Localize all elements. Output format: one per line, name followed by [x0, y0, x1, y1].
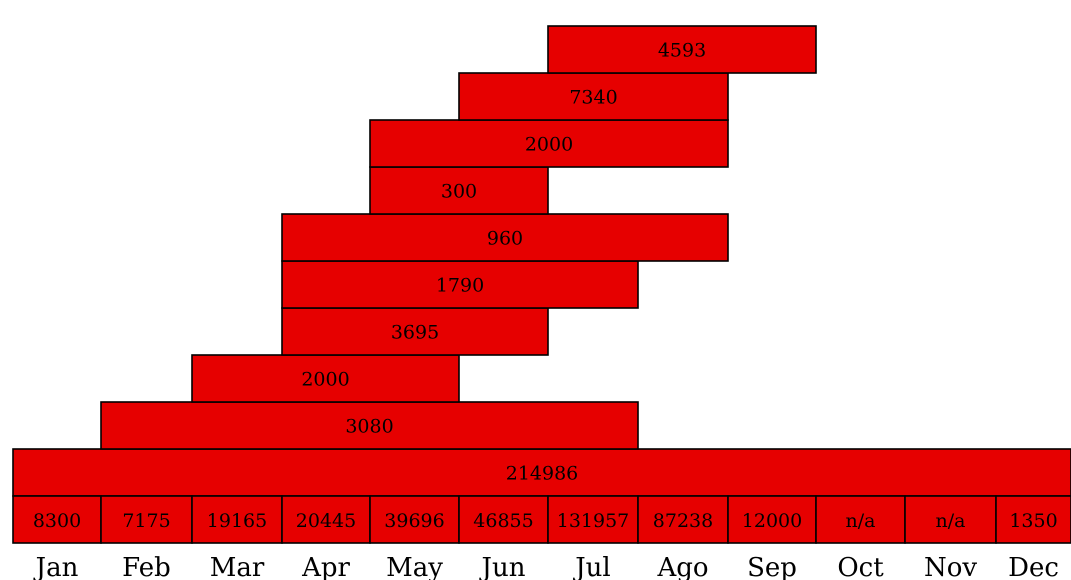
month-value-rect: [191, 495, 283, 544]
month-axis-label: Jul: [572, 553, 610, 580]
range-bar-label: 214986: [506, 463, 579, 485]
month-value-label: 1350: [1009, 510, 1057, 532]
month-value-cell: 1350: [995, 495, 1071, 544]
month-axis-label: Ago: [656, 553, 708, 580]
month-value-cell: n/a: [904, 495, 997, 544]
month-axis-label: Feb: [122, 553, 171, 580]
month-value-cell: 131957: [547, 495, 639, 544]
month-value-cell: 19165: [191, 495, 283, 544]
range-bar-rect: [369, 119, 729, 168]
range-bar-label: 3080: [345, 416, 393, 438]
month-value-cell: 20445: [281, 495, 371, 544]
range-bar-label: 960: [487, 228, 523, 250]
month-value-label: 131957: [557, 510, 630, 532]
range-bar-rect: [191, 354, 460, 403]
month-value-label: 87238: [653, 510, 713, 532]
range-bar-label: 3695: [391, 322, 439, 344]
range-bar-label: 1790: [436, 275, 484, 297]
month-value-rect: [815, 495, 906, 544]
month-value-cell: 87238: [637, 495, 729, 544]
month-value-rect: [369, 495, 460, 544]
month-axis-label: Nov: [924, 553, 977, 580]
month-value-label: 7175: [122, 510, 170, 532]
month-value-rect: [100, 495, 193, 544]
month-value-rect: [995, 495, 1071, 544]
range-bar: 3695: [281, 307, 549, 356]
range-bar-label: 4593: [658, 40, 706, 62]
month-value-rect: [904, 495, 997, 544]
month-value-cell: 46855: [458, 495, 549, 544]
month-axis-label: May: [386, 553, 443, 580]
month-value-cell: 7175: [100, 495, 193, 544]
range-bar-label: 7340: [569, 87, 617, 109]
range-bar-rect: [281, 260, 639, 309]
month-value-cell: 39696: [369, 495, 460, 544]
range-bar: 3080: [100, 401, 639, 450]
month-axis-label: Jun: [479, 553, 526, 580]
range-bar: 7340: [458, 72, 729, 121]
month-value-cell: 8300: [12, 495, 102, 544]
month-axis-label: Sep: [747, 553, 797, 580]
range-bar-rect: [458, 72, 729, 121]
month-value-label: 12000: [742, 510, 802, 532]
range-bar-rect: [369, 166, 549, 215]
range-bar: 214986: [12, 448, 1071, 497]
month-value-label: n/a: [846, 510, 876, 532]
month-value-rect: [12, 495, 102, 544]
range-bar-rect: [281, 213, 729, 262]
range-bar: 1790: [281, 260, 639, 309]
range-bar: 2000: [369, 119, 729, 168]
month-axis-label: Dec: [1008, 553, 1059, 580]
range-bar: 300: [369, 166, 549, 215]
month-value-rect: [727, 495, 817, 544]
range-bar-rect: [547, 25, 817, 74]
range-bar-rect: [12, 448, 1071, 497]
month-axis-label: Apr: [301, 553, 350, 580]
month-value-label: 8300: [33, 510, 81, 532]
month-value-label: 20445: [296, 510, 356, 532]
month-value-rect: [281, 495, 371, 544]
range-bar: 2000: [191, 354, 460, 403]
month-axis-label: Mar: [210, 553, 265, 580]
range-bar: 960: [281, 213, 729, 262]
month-value-label: n/a: [936, 510, 966, 532]
month-value-cell: n/a: [815, 495, 906, 544]
range-bar-rect: [100, 401, 639, 450]
month-axis-label: Jan: [33, 553, 79, 580]
range-bar-label: 300: [441, 181, 477, 203]
range-bar-label: 2000: [301, 369, 349, 391]
range-bar-label: 2000: [525, 134, 573, 156]
month-value-cell: 12000: [727, 495, 817, 544]
month-axis-label: Oct: [837, 553, 884, 580]
month-value-label: 39696: [384, 510, 444, 532]
month-value-label: 46855: [473, 510, 533, 532]
range-bar: 4593: [547, 25, 817, 74]
month-value-label: 19165: [207, 510, 267, 532]
